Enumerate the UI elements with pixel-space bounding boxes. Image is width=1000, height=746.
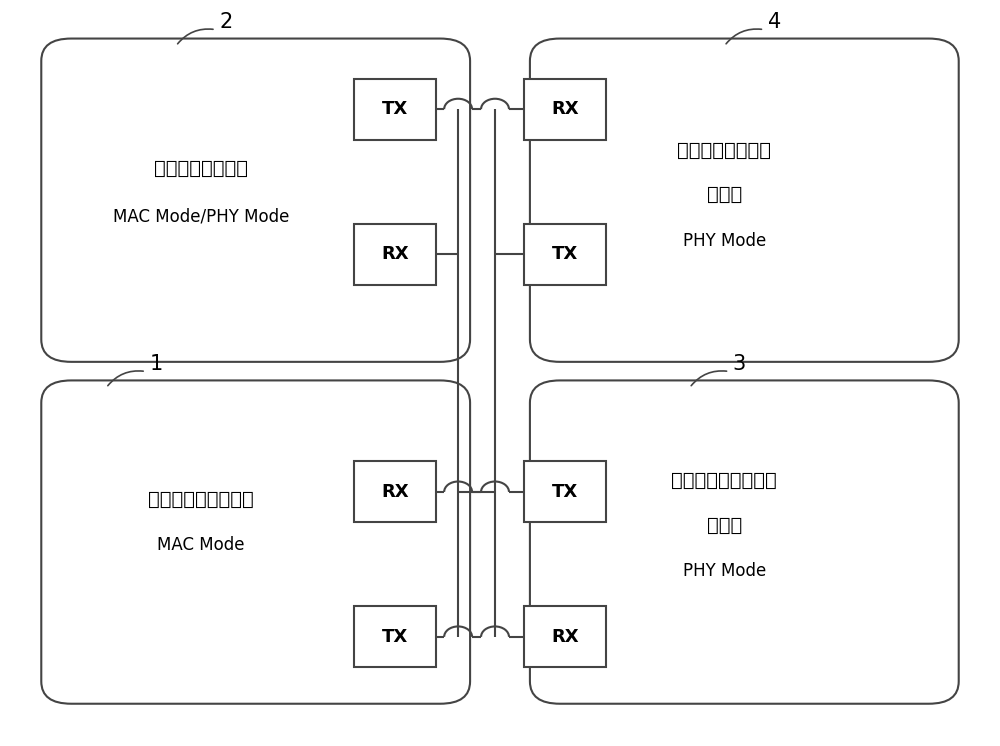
FancyBboxPatch shape xyxy=(530,380,959,703)
Text: RX: RX xyxy=(551,628,579,646)
Text: 双绞线以太网收发器: 双绞线以太网收发器 xyxy=(148,490,254,509)
Text: MAC Mode/PHY Mode: MAC Mode/PHY Mode xyxy=(113,208,289,226)
FancyBboxPatch shape xyxy=(524,78,606,140)
Text: TX: TX xyxy=(382,100,408,118)
Text: MAC Mode: MAC Mode xyxy=(157,536,245,554)
Text: 收发器: 收发器 xyxy=(707,516,742,535)
FancyBboxPatch shape xyxy=(524,462,606,522)
Text: 光纤以太网收发器: 光纤以太网收发器 xyxy=(154,159,248,178)
FancyBboxPatch shape xyxy=(354,224,436,284)
Text: TX: TX xyxy=(552,245,578,263)
Text: 收发器: 收发器 xyxy=(707,185,742,204)
Text: PHY Mode: PHY Mode xyxy=(683,232,766,250)
FancyBboxPatch shape xyxy=(524,224,606,284)
FancyBboxPatch shape xyxy=(354,78,436,140)
Text: RX: RX xyxy=(551,100,579,118)
Text: 3: 3 xyxy=(733,354,746,374)
Text: 2: 2 xyxy=(219,12,232,32)
Text: TX: TX xyxy=(552,483,578,501)
Text: 双绞线侧标准以太网: 双绞线侧标准以太网 xyxy=(672,471,777,490)
FancyBboxPatch shape xyxy=(354,606,436,668)
FancyBboxPatch shape xyxy=(530,39,959,362)
Text: PHY Mode: PHY Mode xyxy=(683,562,766,580)
FancyBboxPatch shape xyxy=(354,462,436,522)
Text: 1: 1 xyxy=(149,354,163,374)
Text: 光纤侧标准以太网: 光纤侧标准以太网 xyxy=(677,140,771,160)
Text: RX: RX xyxy=(381,483,409,501)
Text: TX: TX xyxy=(382,628,408,646)
FancyBboxPatch shape xyxy=(524,606,606,668)
FancyBboxPatch shape xyxy=(41,380,470,703)
FancyBboxPatch shape xyxy=(41,39,470,362)
Text: 4: 4 xyxy=(768,12,781,32)
Text: RX: RX xyxy=(381,245,409,263)
